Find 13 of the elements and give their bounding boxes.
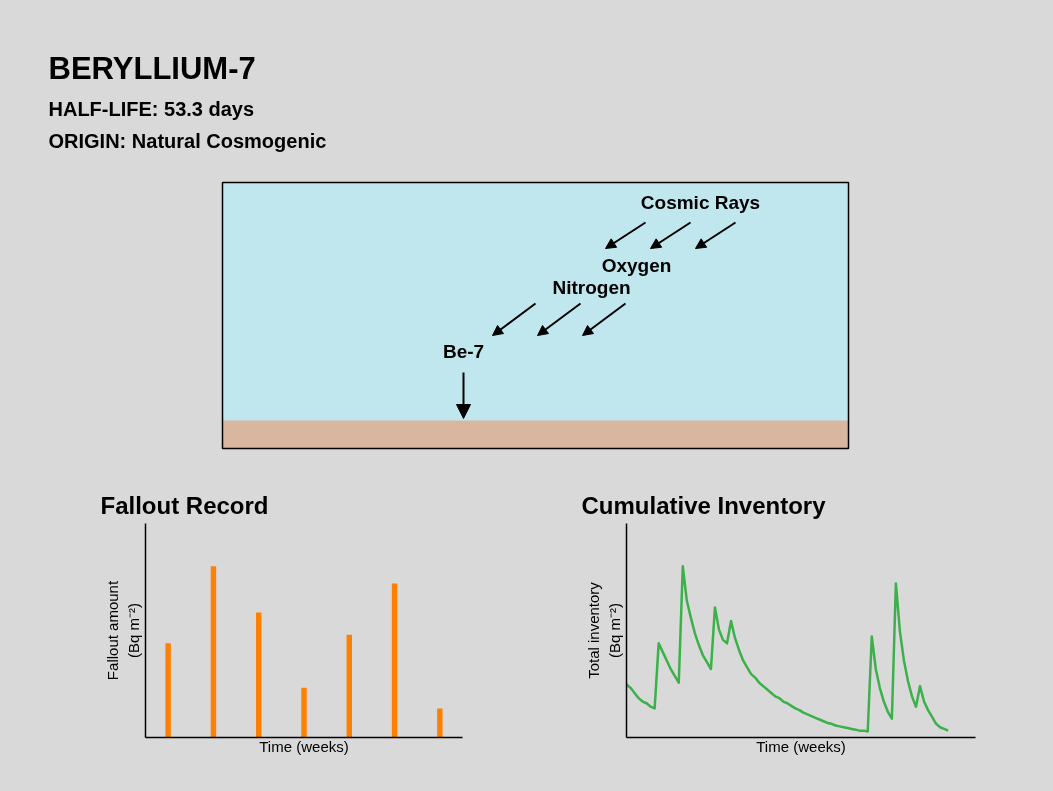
x-axis-title: Time (weeks) — [259, 737, 349, 755]
chart-title: Cumulative Inventory — [581, 491, 827, 519]
x-axis-title: Time (weeks) — [756, 737, 846, 755]
text: HALF-LIFE: 53.3 days — [48, 97, 255, 120]
text: Be-7 — [442, 341, 485, 362]
chart-title: Fallout Record — [100, 491, 269, 519]
y-axis-title: Total inventory (Bq m⁻²) — [585, 581, 623, 679]
text: Cosmic Rays — [640, 192, 761, 213]
text: BERYLLIUM-7 — [48, 51, 256, 86]
text: ORIGIN: Natural Cosmogenic — [48, 129, 327, 152]
y-axis-title: Fallout amount (Bq m⁻²) — [104, 580, 142, 681]
text: Nitrogen — [552, 277, 631, 298]
text: Oxygen — [601, 255, 672, 276]
